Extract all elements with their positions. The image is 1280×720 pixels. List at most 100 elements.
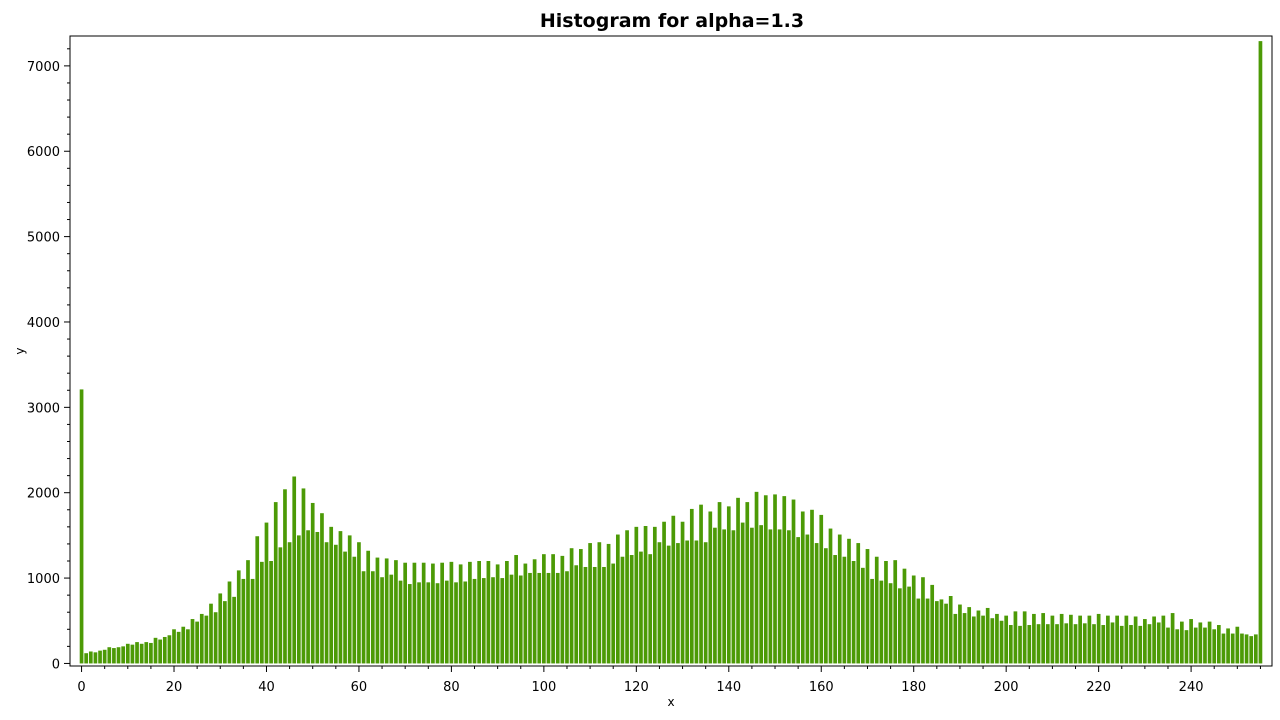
bar-185: [934, 601, 939, 664]
bar-122: [643, 526, 648, 664]
bar-153: [787, 530, 791, 664]
bar-250: [1235, 626, 1240, 664]
bar-211: [1055, 624, 1059, 664]
bar-254: [1253, 634, 1258, 664]
bar-162: [828, 528, 833, 664]
bar-24: [190, 619, 195, 664]
bar-237: [1175, 629, 1180, 664]
bar-118: [625, 530, 629, 664]
bar-196: [985, 607, 990, 664]
bar-6: [107, 647, 112, 664]
bar-79: [444, 580, 449, 664]
bar-117: [620, 556, 625, 664]
bar-27: [204, 615, 209, 664]
bar-131: [685, 540, 690, 664]
bar-253: [1249, 636, 1254, 664]
bar-50: [310, 502, 315, 664]
bar-89: [491, 577, 495, 664]
bar-66: [384, 558, 389, 664]
bar-60: [357, 542, 361, 664]
bar-114: [606, 543, 611, 664]
bar-127: [666, 545, 671, 664]
bar-37: [250, 578, 255, 664]
bar-119: [629, 555, 634, 664]
bar-10: [125, 643, 130, 664]
bar-147: [759, 525, 763, 664]
y-tick-label-0: 0: [52, 657, 60, 672]
bar-138: [717, 502, 722, 664]
bar-19: [167, 635, 172, 664]
bar-170: [865, 549, 870, 664]
y-tick-label-2000: 2000: [27, 487, 60, 502]
bar-227: [1129, 625, 1133, 664]
bar-45: [287, 542, 292, 664]
bar-68: [394, 560, 398, 664]
bar-167: [851, 561, 856, 664]
bar-76: [431, 563, 435, 664]
bar-213: [1064, 623, 1069, 664]
bar-180: [911, 575, 916, 664]
bar-197: [990, 618, 995, 664]
bar-42: [273, 502, 278, 664]
bar-34: [236, 570, 241, 664]
bar-234: [1161, 615, 1166, 664]
bar-135: [703, 542, 708, 664]
bar-224: [1115, 615, 1119, 664]
bar-150: [773, 494, 777, 664]
bar-120: [634, 526, 639, 664]
bar-229: [1138, 625, 1143, 664]
bar-216: [1078, 615, 1082, 664]
bar-204: [1022, 611, 1027, 664]
bar-32: [227, 581, 232, 664]
bar-251: [1240, 633, 1244, 664]
y-tick-label-1000: 1000: [27, 572, 60, 587]
bar-121: [639, 551, 643, 664]
bar-222: [1106, 615, 1110, 664]
bar-14: [144, 642, 149, 664]
bar-177: [897, 588, 902, 664]
bar-243: [1203, 627, 1207, 664]
bar-148: [763, 495, 768, 664]
bar-109: [583, 566, 588, 664]
bar-98: [532, 559, 537, 664]
bar-33: [232, 596, 236, 664]
bar-218: [1087, 615, 1092, 664]
bar-69: [398, 580, 403, 664]
bar-46: [292, 476, 297, 664]
bar-128: [671, 515, 676, 664]
bar-44: [283, 489, 287, 664]
bar-28: [209, 603, 213, 664]
bar-104: [560, 555, 565, 664]
bar-7: [112, 648, 116, 664]
bar-152: [782, 496, 787, 664]
bar-18: [162, 636, 167, 664]
bar-85: [472, 578, 477, 664]
bar-226: [1124, 615, 1129, 664]
bar-220: [1096, 613, 1101, 664]
bar-23: [186, 629, 190, 664]
bar-83: [463, 581, 468, 664]
bar-198: [995, 613, 999, 664]
bar-67: [389, 574, 394, 664]
bar-111: [592, 566, 597, 664]
bar-2: [88, 651, 93, 664]
bar-187: [944, 603, 948, 664]
bar-179: [907, 586, 911, 664]
bar-5: [102, 649, 107, 664]
bar-129: [676, 543, 680, 664]
bar-210: [1050, 615, 1055, 664]
bar-139: [722, 529, 727, 664]
bar-29: [213, 612, 218, 664]
bar-195: [981, 615, 985, 664]
bar-240: [1189, 619, 1193, 664]
bar-245: [1212, 629, 1217, 664]
bar-171: [870, 578, 874, 664]
bar-137: [713, 527, 717, 664]
bar-130: [680, 521, 685, 664]
bar-41: [269, 561, 273, 664]
bar-193: [971, 616, 976, 664]
bar-17: [158, 639, 162, 664]
bar-228: [1133, 616, 1138, 664]
bar-230: [1143, 619, 1147, 664]
bar-36: [246, 560, 250, 664]
